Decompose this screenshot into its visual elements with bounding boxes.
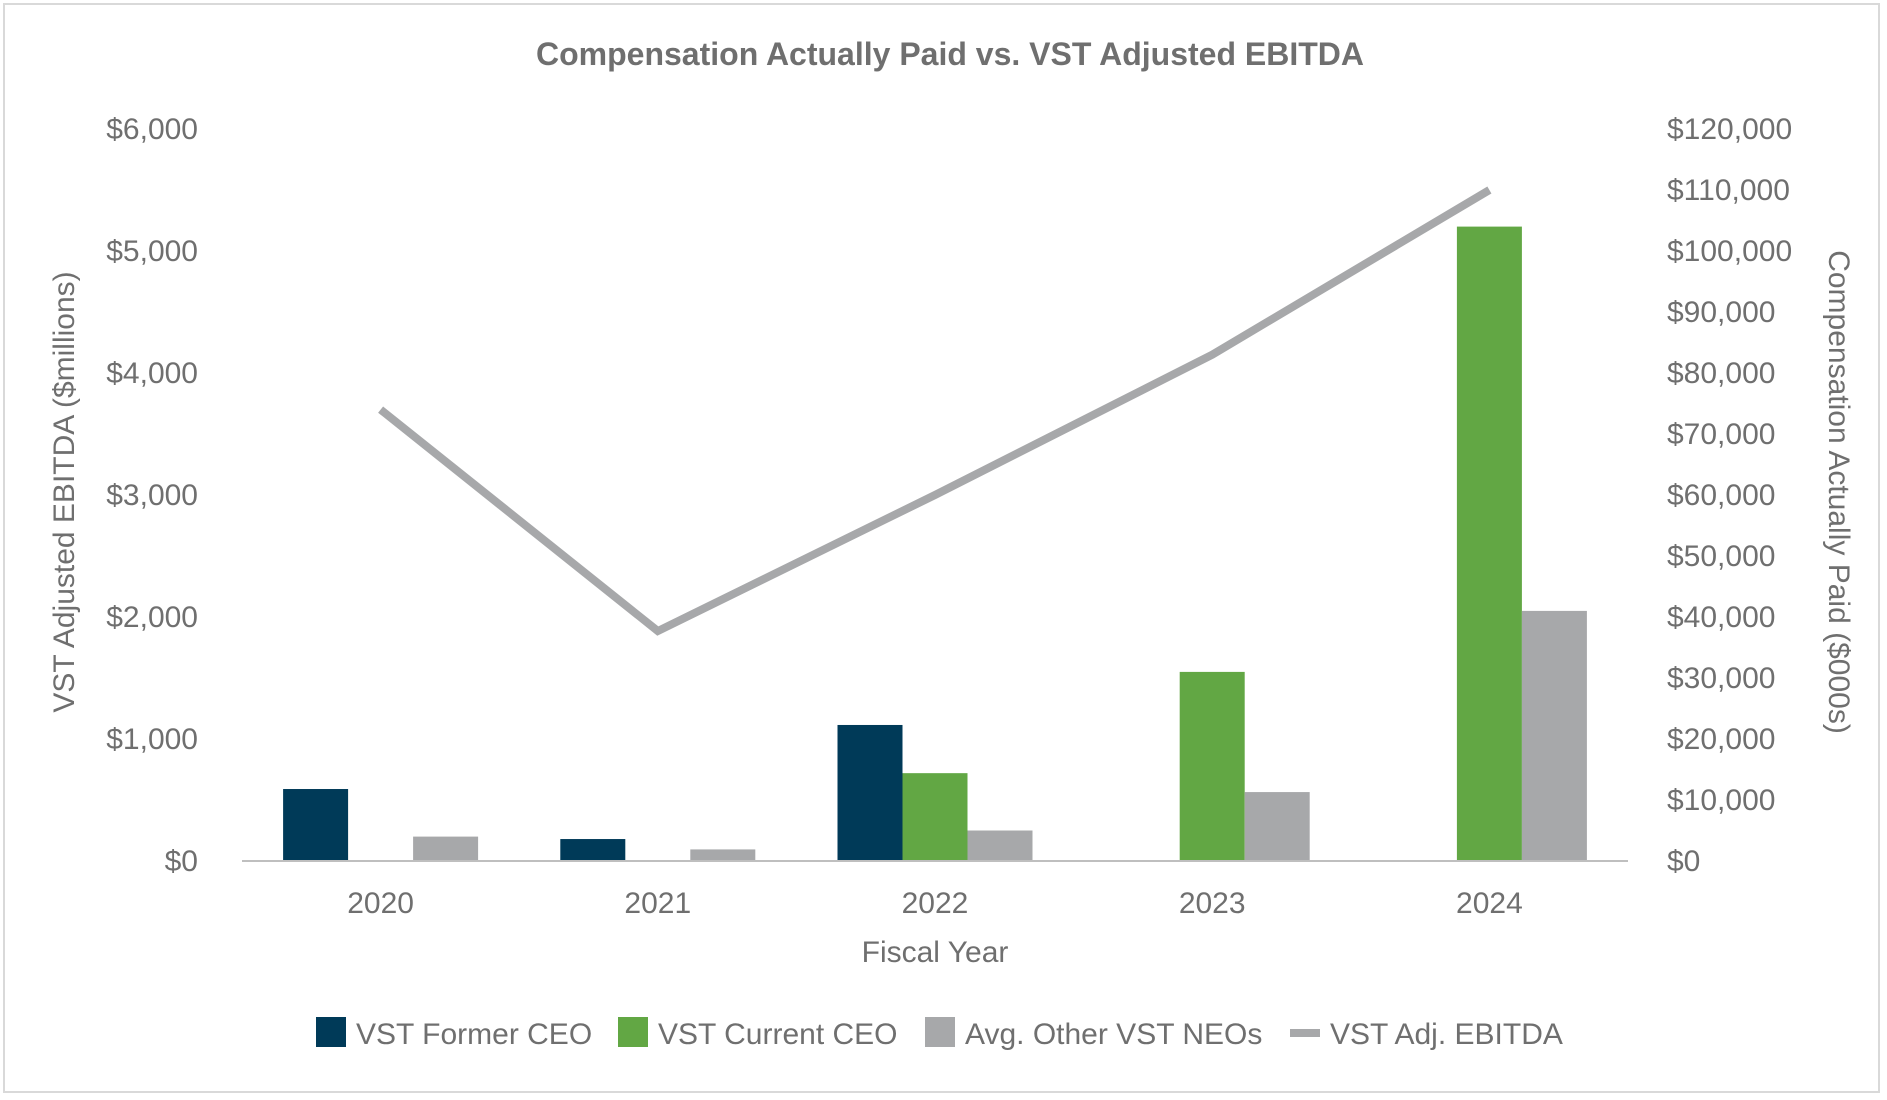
x-tick-label: 2023 bbox=[1179, 887, 1246, 920]
x-axis-label: Fiscal Year bbox=[862, 936, 1009, 969]
line-vst-adj-ebitda bbox=[378, 186, 1492, 636]
left-axis-ticks: $0 $1,000 $2,000 $3,000 $4,000 $5,000 $6,000 bbox=[106, 113, 198, 878]
bar-vst-current-ceo-2022 bbox=[902, 773, 968, 861]
left-tick-label: $5,000 bbox=[106, 235, 198, 268]
right-tick-label: $110,000 bbox=[1667, 174, 1790, 207]
legend-swatch-vst-current-ceo bbox=[618, 1017, 648, 1047]
bar-avg-other-vst-neos-2023 bbox=[1244, 792, 1310, 861]
legend-swatch-vst-former-ceo bbox=[316, 1017, 346, 1047]
legend-label-avg-other-vst-neos: Avg. Other VST NEOs bbox=[965, 1018, 1262, 1051]
x-axis-ticks: 2020 2021 2022 2023 2024 bbox=[347, 887, 1523, 920]
right-tick-label: $80,000 bbox=[1667, 357, 1775, 390]
bar-avg-other-vst-neos-2021 bbox=[690, 849, 756, 861]
legend-label-vst-current-ceo: VST Current CEO bbox=[658, 1018, 898, 1051]
right-tick-label: $10,000 bbox=[1667, 784, 1775, 817]
legend-swatch-avg-other-vst-neos bbox=[925, 1017, 955, 1047]
bar-vst-former-ceo-2022 bbox=[837, 724, 903, 861]
right-tick-label: $90,000 bbox=[1667, 296, 1775, 329]
bars-group bbox=[283, 226, 1587, 862]
bar-avg-other-vst-neos-2020 bbox=[413, 836, 479, 861]
left-axis-label: VST Adjusted EBITDA ($millions) bbox=[48, 271, 81, 712]
right-tick-label: $50,000 bbox=[1667, 540, 1775, 573]
bar-vst-former-ceo-2020 bbox=[283, 789, 349, 861]
left-tick-label: $2,000 bbox=[106, 601, 198, 634]
right-tick-label: $70,000 bbox=[1667, 418, 1775, 451]
left-tick-label: $3,000 bbox=[106, 479, 198, 512]
right-tick-label: $120,000 bbox=[1667, 113, 1792, 146]
x-tick-label: 2024 bbox=[1456, 887, 1523, 920]
right-tick-label: $100,000 bbox=[1667, 235, 1792, 268]
x-tick-label: 2021 bbox=[624, 887, 691, 920]
right-tick-label: $40,000 bbox=[1667, 601, 1775, 634]
left-tick-label: $4,000 bbox=[106, 357, 198, 390]
left-tick-label: $0 bbox=[165, 845, 198, 878]
bar-vst-current-ceo-2024 bbox=[1456, 226, 1522, 862]
bar-avg-other-vst-neos-2022 bbox=[967, 830, 1033, 861]
legend-label-vst-former-ceo: VST Former CEO bbox=[356, 1018, 592, 1051]
x-tick-label: 2020 bbox=[347, 887, 414, 920]
right-tick-label: $20,000 bbox=[1667, 723, 1775, 756]
line-series-group bbox=[378, 186, 1492, 636]
x-tick-label: 2022 bbox=[902, 887, 969, 920]
legend-label-vst-adj-ebitda: VST Adj. EBITDA bbox=[1330, 1018, 1563, 1051]
right-tick-label: $0 bbox=[1667, 845, 1700, 878]
chart-frame bbox=[3, 3, 1880, 1093]
chart-title: Compensation Actually Paid vs. VST Adjus… bbox=[536, 36, 1364, 72]
left-tick-label: $1,000 bbox=[106, 723, 198, 756]
legend: VST Former CEO VST Current CEO Avg. Other … bbox=[316, 1017, 1563, 1051]
bar-avg-other-vst-neos-2024 bbox=[1521, 610, 1587, 861]
right-tick-label: $60,000 bbox=[1667, 479, 1775, 512]
right-axis-label: Compensation Actually Paid ($000s) bbox=[1822, 250, 1855, 734]
left-tick-label: $6,000 bbox=[106, 113, 198, 146]
right-tick-label: $30,000 bbox=[1667, 662, 1775, 695]
bar-vst-former-ceo-2021 bbox=[560, 839, 626, 861]
right-axis-ticks: $0 $10,000 $20,000 $30,000 $40,000 $50,000 $60… bbox=[1667, 113, 1792, 878]
bar-vst-current-ceo-2023 bbox=[1179, 671, 1245, 861]
